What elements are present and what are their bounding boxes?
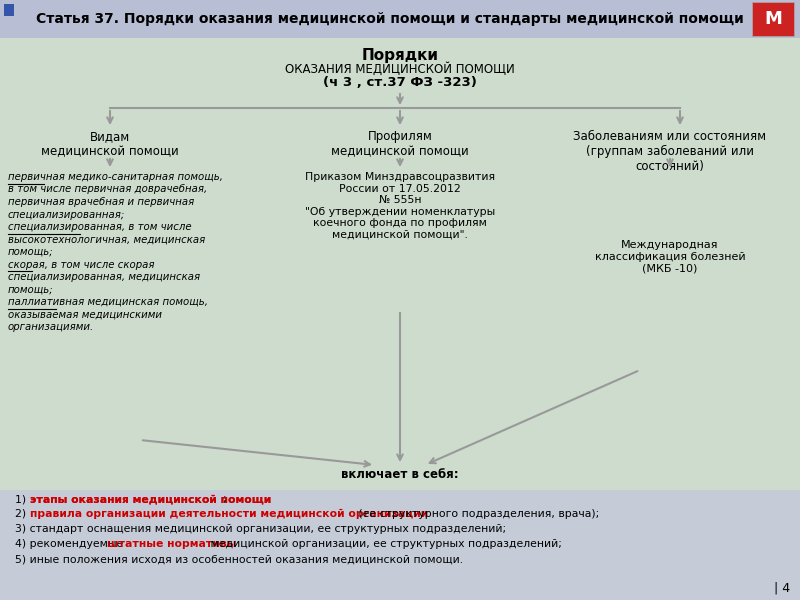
Bar <box>0 570 800 600</box>
Bar <box>0 38 800 493</box>
Text: ;: ; <box>222 494 226 504</box>
Text: паллиативная медицинская помощь,: паллиативная медицинская помощь, <box>8 297 208 307</box>
Text: 5) иные положения исходя из особенностей оказания медицинской помощи.: 5) иные положения исходя из особенностей… <box>15 554 463 564</box>
Text: Международная
классификация болезней
(МКБ -10): Международная классификация болезней (МК… <box>594 240 746 273</box>
Text: включает в себя:: включает в себя: <box>341 468 459 481</box>
Text: (ее структурного подразделения, врача);: (ее структурного подразделения, врача); <box>355 509 599 519</box>
Text: (ч 3 , ст.37 ФЗ -323): (ч 3 , ст.37 ФЗ -323) <box>323 76 477 89</box>
Text: Статья 37. Порядки оказания медицинской помощи и стандарты медицинской помощи: Статья 37. Порядки оказания медицинской … <box>36 12 744 26</box>
Text: специализированная;: специализированная; <box>8 209 126 220</box>
Text: правила организации деятельности медицинской организации: правила организации деятельности медицин… <box>30 509 428 519</box>
Text: Порядки: Порядки <box>362 48 438 63</box>
Text: первичная медико-санитарная помощь,: первичная медико-санитарная помощь, <box>8 172 223 182</box>
Text: 3) стандарт оснащения медицинской организации, ее структурных подразделений;: 3) стандарт оснащения медицинской органи… <box>15 524 506 534</box>
Text: помощь;: помощь; <box>8 284 54 295</box>
Text: организациями.: организациями. <box>8 322 94 332</box>
Text: этапы оказания медицинской помощи: этапы оказания медицинской помощи <box>30 494 271 504</box>
Text: 4) рекомендуемые: 4) рекомендуемые <box>15 539 126 549</box>
Text: Заболеваниям или состояниям
(группам заболеваний или
состояний): Заболеваниям или состояниям (группам заб… <box>574 130 766 173</box>
Text: оказываемая медицинскими: оказываемая медицинскими <box>8 310 162 319</box>
Text: 1): 1) <box>15 494 30 504</box>
Text: специализированная, в том числе: специализированная, в том числе <box>8 222 192 232</box>
Text: медицинской организации, ее структурных подразделений;: медицинской организации, ее структурных … <box>207 539 562 549</box>
Bar <box>0 0 800 38</box>
Text: скорая, в том числе скорая: скорая, в том числе скорая <box>8 259 154 269</box>
Text: штатные нормативы: штатные нормативы <box>107 539 237 549</box>
Text: высокотехнологичная, медицинская: высокотехнологичная, медицинская <box>8 235 206 245</box>
Text: Видам
медицинской помощи: Видам медицинской помощи <box>41 130 179 158</box>
Bar <box>752 2 794 36</box>
Text: М: М <box>764 10 782 28</box>
Text: в том числе первичная доврачебная,: в том числе первичная доврачебная, <box>8 185 207 194</box>
Text: первичная врачебная и первичная: первичная врачебная и первичная <box>8 197 194 207</box>
Text: Профилям
медицинской помощи: Профилям медицинской помощи <box>331 130 469 158</box>
Text: помощь;: помощь; <box>8 247 54 257</box>
Bar <box>4 4 14 16</box>
Text: Приказом Минздравсоцразвития
России от 17.05.2012
№ 555н
"Об утверждении номенкл: Приказом Минздравсоцразвития России от 1… <box>305 172 495 240</box>
Text: | 4: | 4 <box>774 581 790 595</box>
Text: этапы оказания медицинской помощи: этапы оказания медицинской помощи <box>30 494 271 504</box>
Bar <box>0 490 800 570</box>
Text: 2): 2) <box>15 509 30 519</box>
Text: специализированная, медицинская: специализированная, медицинская <box>8 272 200 282</box>
Text: ОКАЗАНИЯ МЕДИЦИНСКОЙ ПОМОЩИ: ОКАЗАНИЯ МЕДИЦИНСКОЙ ПОМОЩИ <box>285 62 515 76</box>
